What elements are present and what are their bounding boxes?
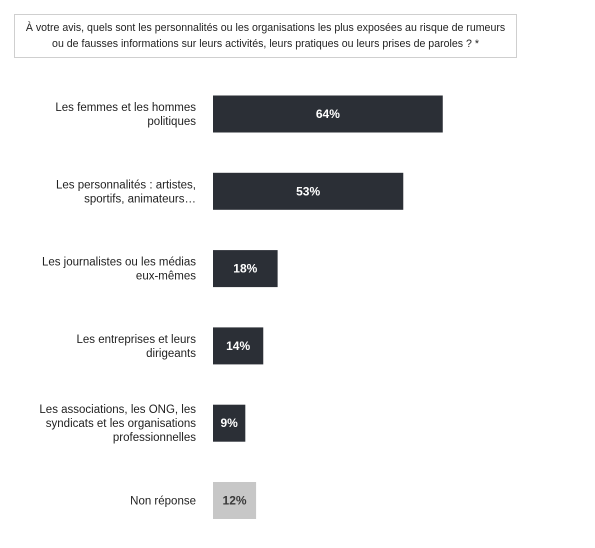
value-label: 64%: [316, 107, 340, 121]
category-label-line: Les femmes et les hommes: [55, 102, 196, 114]
bar: [213, 250, 278, 288]
category-label-line: dirigeants: [146, 348, 196, 360]
value-label: 53%: [296, 184, 320, 198]
value-label: 18%: [233, 262, 257, 276]
bar-group: 12% Non réponse: [130, 482, 257, 519]
question-box: À votre avis, quels sont les personnalit…: [14, 14, 517, 58]
category-label-line: sportifs, animateurs…: [84, 193, 196, 205]
bar-group: 64% Les femmes et les hommes politiques: [55, 95, 443, 133]
category-label-line: politiques: [147, 116, 196, 128]
bar-group: 9% Les associations, les ONG, les syndicat…: [39, 404, 246, 444]
category-label: Les associations, les ONG, les syndicats …: [39, 404, 196, 444]
bar-group: 14% Les entreprises et leurs dirigeants: [76, 327, 264, 365]
category-label-line: Les entreprises et leurs: [76, 334, 196, 346]
category-label-line: Les associations, les ONG, les: [39, 404, 196, 416]
bar: [213, 172, 404, 210]
category-label-line: eux-mêmes: [136, 271, 196, 283]
value-label: 14%: [226, 339, 250, 353]
bar: [213, 404, 246, 442]
value-label: 12%: [223, 494, 247, 508]
category-label: Les femmes et les hommes politiques: [55, 102, 196, 128]
bar: [213, 482, 257, 519]
bar-group: 53% Les personnalités : artistes, sportifs…: [56, 172, 404, 210]
bar-group: 18% Les journalistes ou les médias eux-mêm…: [42, 250, 278, 288]
category-label: Les entreprises et leurs dirigeants: [76, 334, 196, 360]
bar: [213, 327, 264, 365]
value-label: 9%: [220, 416, 238, 430]
category-label-line: syndicats et les organisations: [46, 418, 196, 430]
category-label: Non réponse: [130, 496, 196, 508]
category-label-line: Les personnalités : artistes,: [56, 179, 196, 191]
category-label-line: Non réponse: [130, 496, 196, 508]
category-label-line: Les journalistes ou les médias: [42, 257, 196, 269]
category-label-line: professionnelles: [113, 432, 196, 444]
question-text: À votre avis, quels sont les personnalit…: [25, 22, 506, 50]
category-label: Les personnalités : artistes, sportifs, a…: [56, 179, 196, 205]
bar: [213, 95, 443, 133]
category-label: Les journalistes ou les médias eux-mêmes: [42, 257, 196, 283]
